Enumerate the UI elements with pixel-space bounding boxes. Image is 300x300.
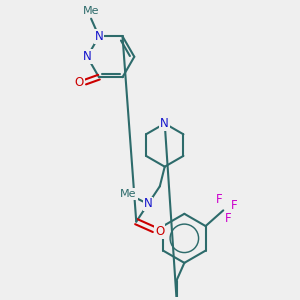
Text: F: F [216, 193, 223, 206]
Text: N: N [94, 30, 103, 43]
Text: N: N [144, 197, 152, 211]
Text: O: O [75, 76, 84, 88]
Text: F: F [225, 212, 232, 225]
Text: O: O [155, 225, 164, 238]
Text: Me: Me [83, 6, 99, 16]
Text: N: N [83, 50, 92, 63]
Text: Me: Me [120, 189, 137, 199]
Text: N: N [160, 117, 169, 130]
Text: F: F [231, 199, 237, 212]
